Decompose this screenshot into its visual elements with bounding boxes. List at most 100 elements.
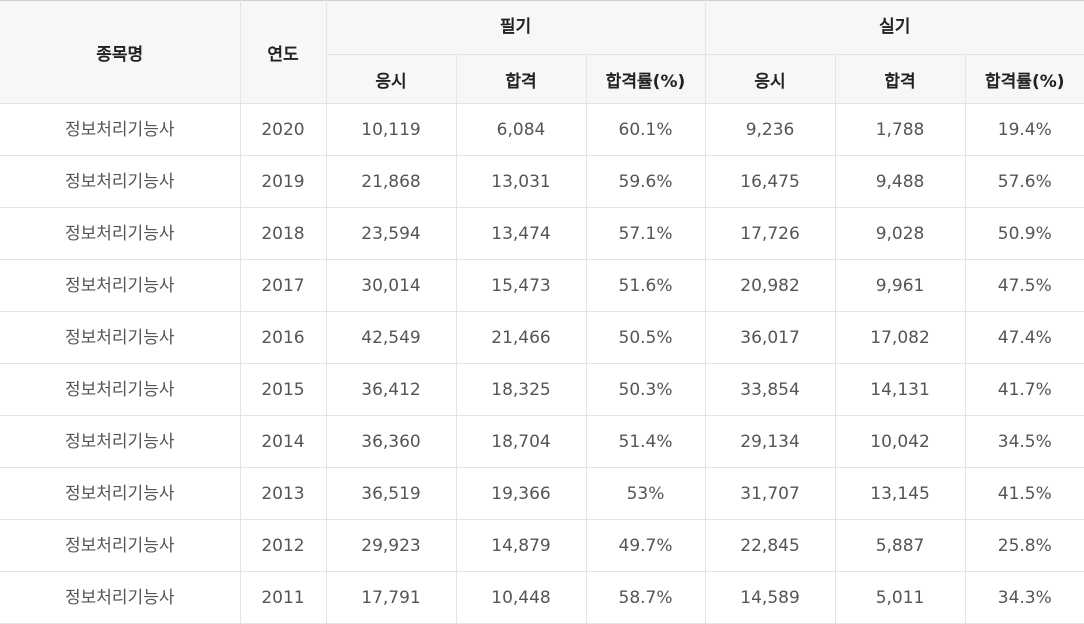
- header-written-pass-rate: 합격률(%): [586, 54, 706, 104]
- table-header: 종목명 연도 필기 실기 응시 합격 합격률(%) 응시 합격 합격률(%): [0, 0, 1084, 104]
- cell-written-pass-rate: 50.3%: [586, 363, 706, 416]
- table-row: 정보처리기능사 2016 42,549 21,466 50.5% 36,017 …: [0, 311, 1084, 364]
- header-group-practical: 실기: [705, 0, 1084, 55]
- cell-year: 2011: [240, 571, 327, 624]
- cell-written-applicants: 29,923: [326, 519, 457, 572]
- cell-practical-pass-rate: 57.6%: [965, 155, 1084, 208]
- cell-year: 2019: [240, 155, 327, 208]
- cell-written-passed: 18,325: [456, 363, 587, 416]
- cell-exam-name: 정보처리기능사: [0, 207, 241, 260]
- cell-written-pass-rate: 60.1%: [586, 103, 706, 156]
- cell-year: 2013: [240, 467, 327, 520]
- cell-practical-pass-rate: 47.4%: [965, 311, 1084, 364]
- cell-practical-applicants: 20,982: [705, 259, 836, 312]
- table-row: 정보처리기능사 2019 21,868 13,031 59.6% 16,475 …: [0, 155, 1084, 208]
- cell-year: 2015: [240, 363, 327, 416]
- cell-practical-passed: 5,887: [835, 519, 966, 572]
- cell-written-passed: 6,084: [456, 103, 587, 156]
- cell-practical-pass-rate: 47.5%: [965, 259, 1084, 312]
- cell-written-applicants: 21,868: [326, 155, 457, 208]
- cell-practical-passed: 14,131: [835, 363, 966, 416]
- cell-written-passed: 21,466: [456, 311, 587, 364]
- cell-practical-applicants: 29,134: [705, 415, 836, 468]
- cell-practical-pass-rate: 41.7%: [965, 363, 1084, 416]
- cell-practical-passed: 13,145: [835, 467, 966, 520]
- cell-written-applicants: 17,791: [326, 571, 457, 624]
- cell-practical-applicants: 22,845: [705, 519, 836, 572]
- cell-exam-name: 정보처리기능사: [0, 259, 241, 312]
- cell-written-pass-rate: 59.6%: [586, 155, 706, 208]
- cell-practical-passed: 9,961: [835, 259, 966, 312]
- cell-exam-name: 정보처리기능사: [0, 415, 241, 468]
- cell-written-passed: 15,473: [456, 259, 587, 312]
- cell-written-applicants: 10,119: [326, 103, 457, 156]
- cell-written-applicants: 23,594: [326, 207, 457, 260]
- header-practical-passed: 합격: [835, 54, 966, 104]
- cell-exam-name: 정보처리기능사: [0, 311, 241, 364]
- cell-practical-pass-rate: 41.5%: [965, 467, 1084, 520]
- cell-practical-passed: 5,011: [835, 571, 966, 624]
- cell-written-pass-rate: 50.5%: [586, 311, 706, 364]
- cell-written-applicants: 42,549: [326, 311, 457, 364]
- header-written-applicants: 응시: [326, 54, 457, 104]
- cell-written-passed: 13,031: [456, 155, 587, 208]
- table-row: 정보처리기능사 2015 36,412 18,325 50.3% 33,854 …: [0, 363, 1084, 416]
- table-row: 정보처리기능사 2017 30,014 15,473 51.6% 20,982 …: [0, 259, 1084, 312]
- cell-exam-name: 정보처리기능사: [0, 363, 241, 416]
- header-practical-applicants: 응시: [705, 54, 836, 104]
- cell-practical-passed: 9,488: [835, 155, 966, 208]
- cell-written-passed: 10,448: [456, 571, 587, 624]
- cell-year: 2020: [240, 103, 327, 156]
- header-group-written: 필기: [326, 0, 706, 55]
- cell-written-pass-rate: 53%: [586, 467, 706, 520]
- header-name: 종목명: [0, 0, 241, 104]
- table-row: 정보처리기능사 2012 29,923 14,879 49.7% 22,845 …: [0, 519, 1084, 572]
- cell-practical-applicants: 33,854: [705, 363, 836, 416]
- cell-written-pass-rate: 58.7%: [586, 571, 706, 624]
- cell-year: 2017: [240, 259, 327, 312]
- cell-written-passed: 13,474: [456, 207, 587, 260]
- cell-exam-name: 정보처리기능사: [0, 467, 241, 520]
- cell-written-applicants: 30,014: [326, 259, 457, 312]
- table-row: 정보처리기능사 2018 23,594 13,474 57.1% 17,726 …: [0, 207, 1084, 260]
- table-body: 정보처리기능사 2020 10,119 6,084 60.1% 9,236 1,…: [0, 103, 1084, 624]
- cell-written-pass-rate: 51.6%: [586, 259, 706, 312]
- cell-practical-applicants: 16,475: [705, 155, 836, 208]
- cell-exam-name: 정보처리기능사: [0, 571, 241, 624]
- cell-practical-pass-rate: 34.3%: [965, 571, 1084, 624]
- header-row-columns: 응시 합격 합격률(%) 응시 합격 합격률(%): [0, 54, 1084, 104]
- cell-written-pass-rate: 51.4%: [586, 415, 706, 468]
- cell-year: 2014: [240, 415, 327, 468]
- cell-practical-passed: 10,042: [835, 415, 966, 468]
- cell-written-applicants: 36,360: [326, 415, 457, 468]
- cell-written-pass-rate: 49.7%: [586, 519, 706, 572]
- cell-practical-applicants: 14,589: [705, 571, 836, 624]
- header-year: 연도: [240, 0, 327, 104]
- cell-practical-passed: 1,788: [835, 103, 966, 156]
- cell-practical-pass-rate: 34.5%: [965, 415, 1084, 468]
- cell-practical-passed: 9,028: [835, 207, 966, 260]
- table-row: 정보처리기능사 2013 36,519 19,366 53% 31,707 13…: [0, 467, 1084, 520]
- cell-practical-applicants: 9,236: [705, 103, 836, 156]
- cell-practical-pass-rate: 50.9%: [965, 207, 1084, 260]
- table-row: 정보처리기능사 2011 17,791 10,448 58.7% 14,589 …: [0, 571, 1084, 624]
- cell-practical-applicants: 17,726: [705, 207, 836, 260]
- cell-practical-pass-rate: 25.8%: [965, 519, 1084, 572]
- table-row: 정보처리기능사 2014 36,360 18,704 51.4% 29,134 …: [0, 415, 1084, 468]
- cell-written-passed: 14,879: [456, 519, 587, 572]
- cell-year: 2018: [240, 207, 327, 260]
- cell-practical-applicants: 36,017: [705, 311, 836, 364]
- cell-year: 2016: [240, 311, 327, 364]
- cell-written-applicants: 36,519: [326, 467, 457, 520]
- header-row-groups: 종목명 연도 필기 실기: [0, 0, 1084, 104]
- cell-exam-name: 정보처리기능사: [0, 155, 241, 208]
- header-practical-pass-rate: 합격률(%): [965, 54, 1084, 104]
- cell-year: 2012: [240, 519, 327, 572]
- cell-practical-passed: 17,082: [835, 311, 966, 364]
- cell-exam-name: 정보처리기능사: [0, 103, 241, 156]
- cell-written-passed: 18,704: [456, 415, 587, 468]
- cell-written-passed: 19,366: [456, 467, 587, 520]
- cell-written-pass-rate: 57.1%: [586, 207, 706, 260]
- cell-practical-pass-rate: 19.4%: [965, 103, 1084, 156]
